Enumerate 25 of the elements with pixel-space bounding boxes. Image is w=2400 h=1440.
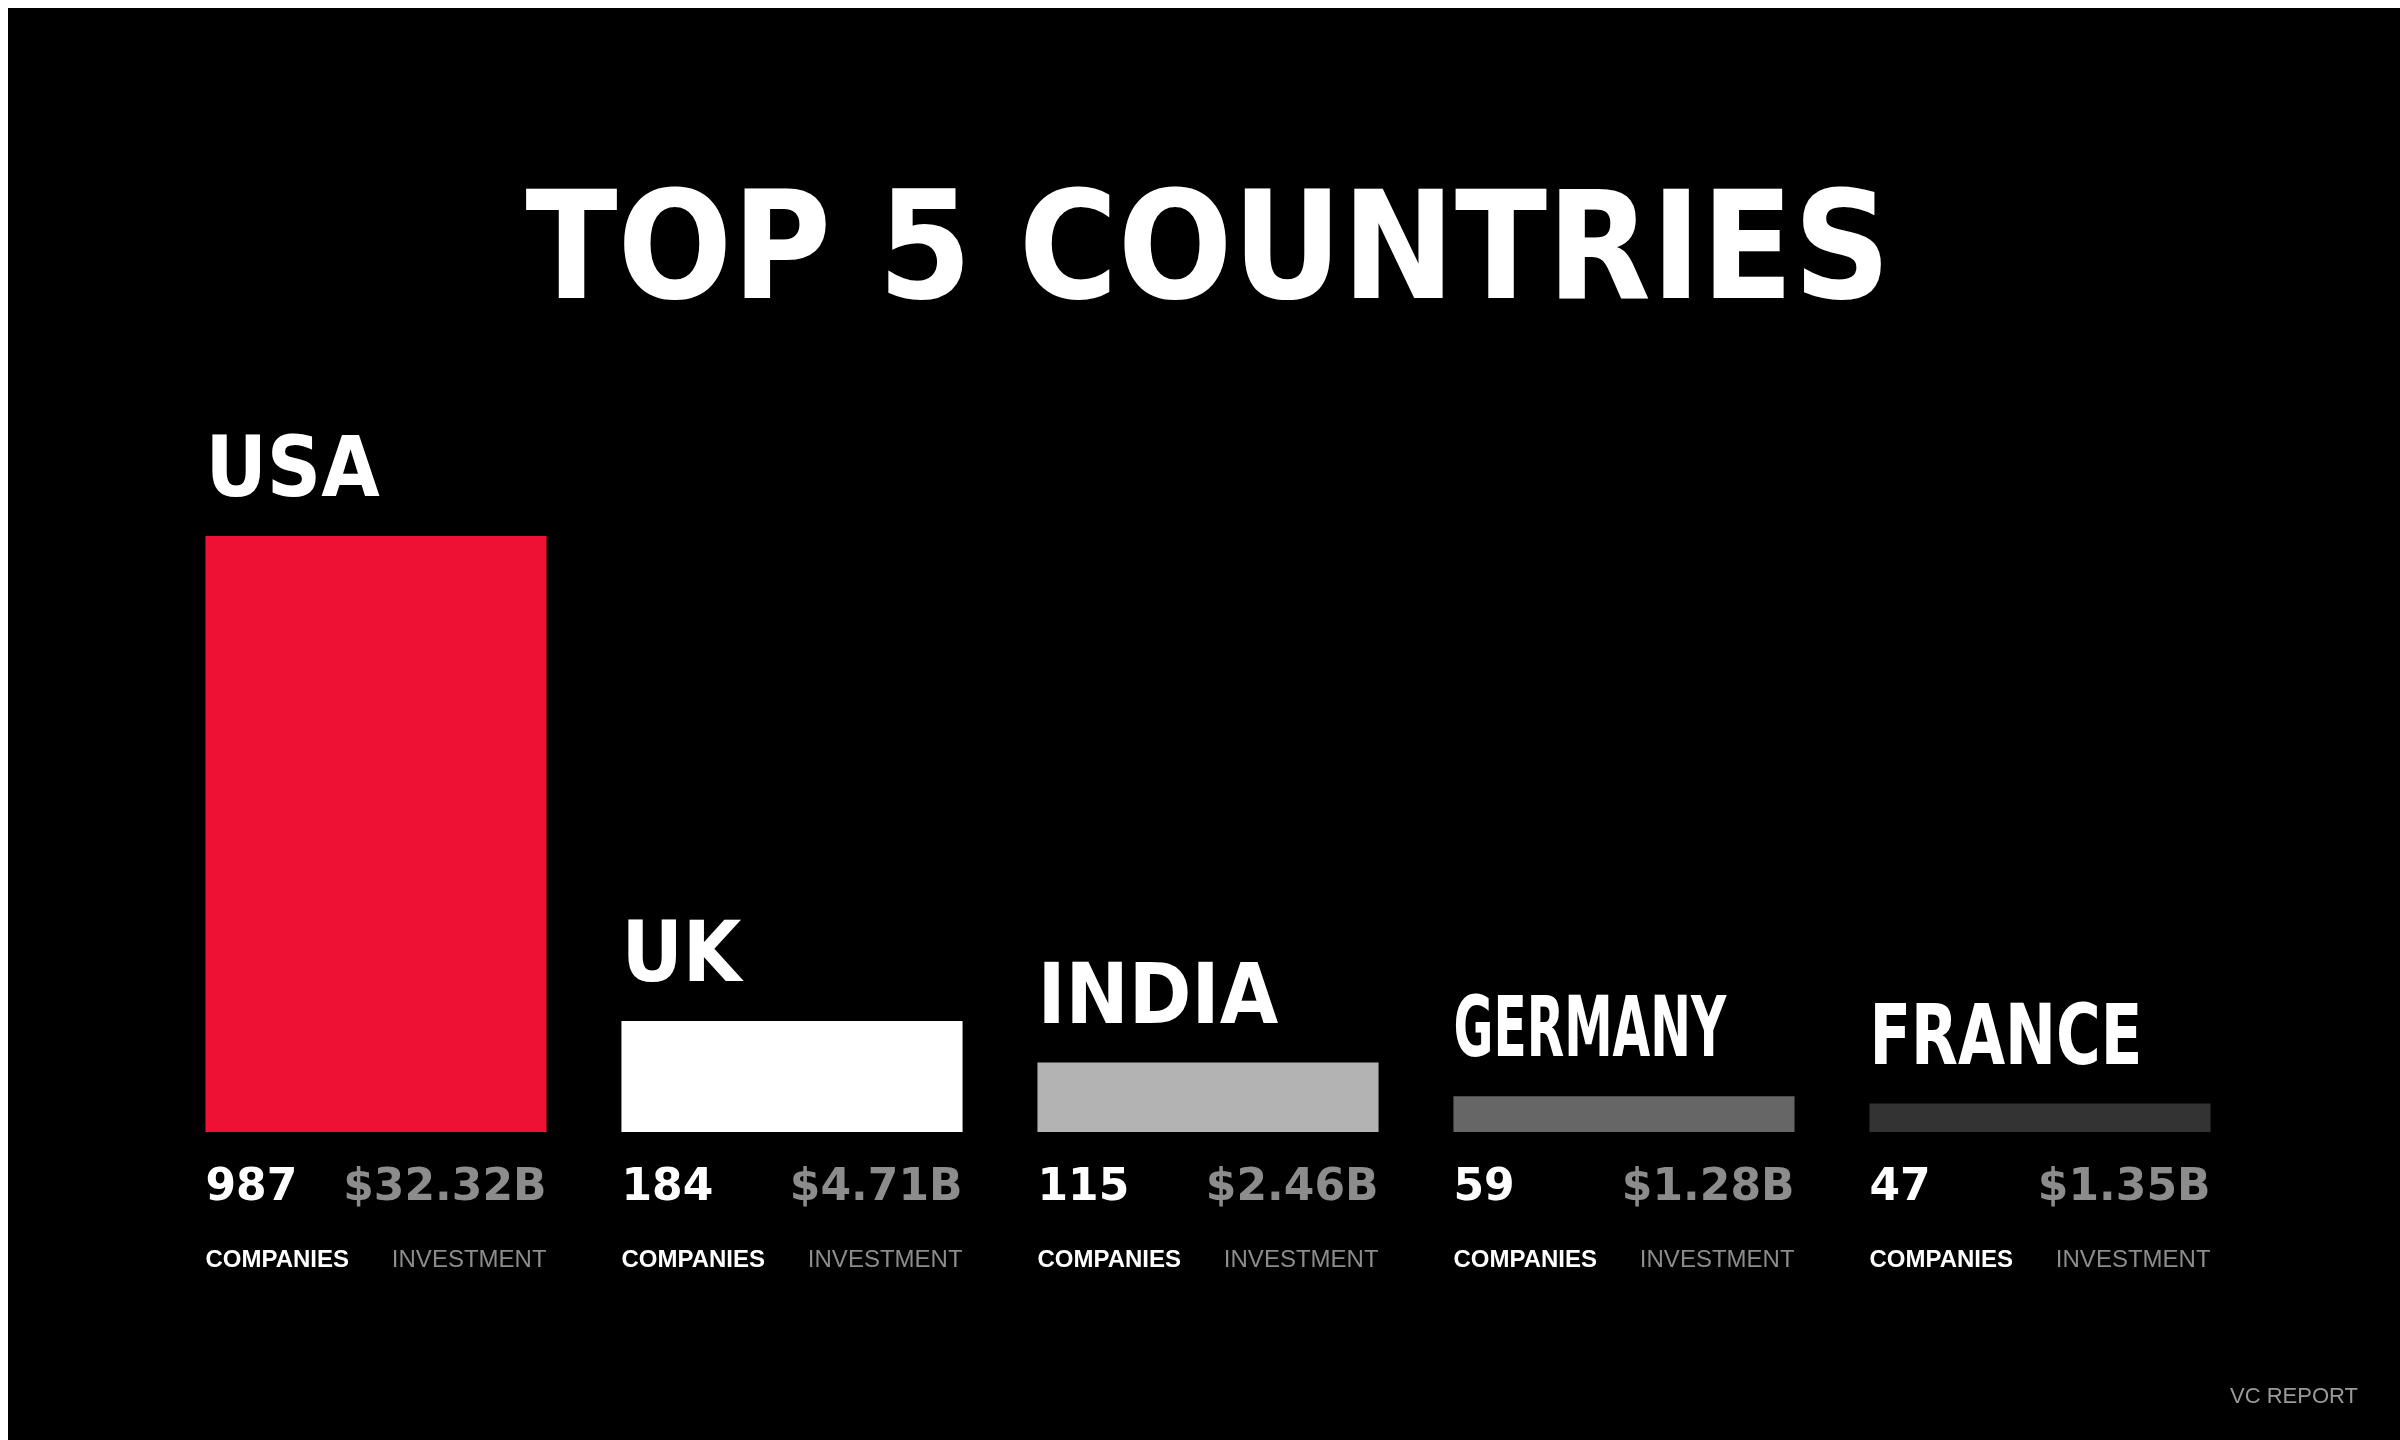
- annotation: $1.28B INVESTMENT: [1621, 1159, 1795, 1272]
- text: COMPANIES: [621, 1245, 766, 1272]
- text: COMPANIES: [1037, 1245, 1182, 1272]
- text: COMPANIES: [1869, 1245, 2014, 1272]
- x-tick-label: FRANCE: [1869, 985, 2143, 1084]
- bar: [1453, 1096, 1795, 1132]
- annotation: $4.71B INVESTMENT: [789, 1159, 963, 1272]
- data-label: 115: [1037, 1159, 1130, 1210]
- bar: [205, 536, 547, 1132]
- bar: [1869, 1103, 2211, 1132]
- text: VC REPORT: [2230, 1383, 2358, 1408]
- x-tick-label: USA: [205, 418, 381, 516]
- annotation: $2.46B INVESTMENT: [1205, 1159, 1379, 1272]
- bar: [1037, 1062, 1379, 1132]
- data-label: 184: [621, 1159, 714, 1210]
- data-label: 987: [205, 1159, 298, 1210]
- x-tick-label: GERMANY: [1453, 977, 1728, 1077]
- bar: [621, 1020, 963, 1132]
- x-tick-label: UK: [621, 902, 744, 1001]
- data-label: 59: [1453, 1159, 1515, 1210]
- chart-title: TOP 5 COUNTRIES: [525, 159, 1891, 333]
- text: COMPANIES: [1453, 1245, 1598, 1272]
- annotation: $1.35B INVESTMENT: [2037, 1159, 2211, 1272]
- x-tick-label: INDIA: [1037, 944, 1279, 1043]
- data-label: 47: [1869, 1159, 1931, 1210]
